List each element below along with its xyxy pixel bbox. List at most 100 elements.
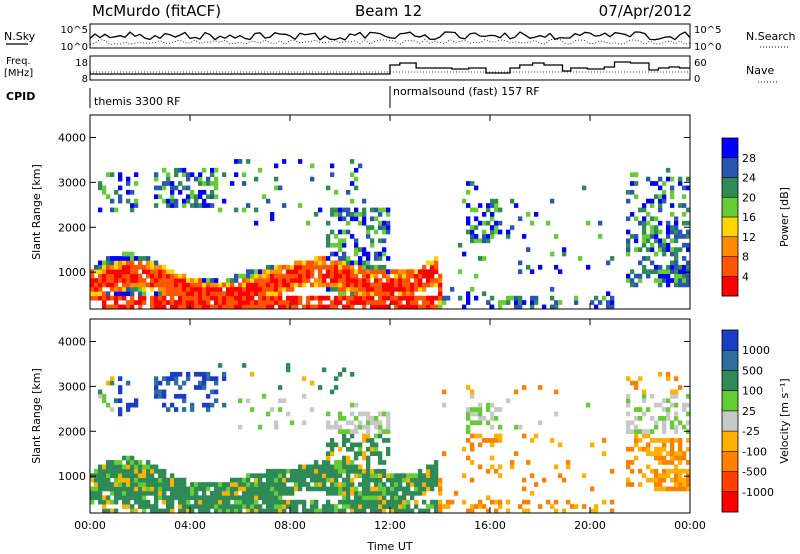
data-cell [450,499,455,505]
data-cell [626,198,631,204]
colorbar-segment [722,236,738,257]
data-cell [130,264,135,270]
data-cell [218,304,223,310]
data-cell [130,477,135,483]
data-cell [198,495,203,501]
data-cell [354,504,359,509]
data-cell [650,198,655,204]
data-cell [246,482,251,487]
data-cell [154,194,159,200]
data-cell [686,260,691,266]
data-cell [634,407,639,412]
data-cell [346,264,351,270]
data-cell [142,264,147,270]
data-cell [670,393,675,399]
data-cell [102,300,107,305]
data-cell [302,464,307,470]
data-cell [242,504,247,509]
data-cell [118,460,123,465]
data-cell [642,203,647,208]
data-cell [202,282,207,288]
data-cell [362,260,367,266]
data-cell [602,499,607,505]
data-cell [134,490,139,496]
data-cell [430,264,435,270]
data-cell [654,181,659,186]
data-cell [526,508,531,514]
data-cell [386,282,391,288]
data-cell [638,220,643,226]
data-cell [106,304,111,310]
data-cell [130,464,135,470]
data-cell [338,269,343,275]
data-cell [110,460,115,465]
data-cell [338,300,343,305]
data-cell [422,508,427,514]
data-cell [106,264,111,270]
data-cell [466,455,471,461]
data-cell [354,295,359,301]
colorbar-segment [722,370,738,391]
data-cell [370,286,375,292]
data-cell [166,291,171,297]
data-cell [438,295,443,301]
data-cell [626,411,631,417]
data-cell [282,486,287,492]
data-cell [390,495,395,501]
data-cell [678,385,683,390]
data-cell [430,499,435,505]
data-cell [342,282,347,288]
data-cell [290,264,295,270]
data-cell [526,264,531,270]
data-cell [210,389,215,395]
data-cell [266,264,271,270]
data-cell [474,295,479,301]
data-cell [162,304,167,310]
data-cell [330,264,335,270]
colorbar-tick-label: 28 [742,152,756,165]
colorbar-label: Power [dB] [778,187,791,247]
data-cell [410,286,415,292]
data-cell [558,300,563,305]
data-cell [682,203,687,208]
data-cell [266,291,271,297]
data-cell [194,278,199,283]
data-cell [534,433,539,439]
data-cell [682,407,687,412]
data-cell [674,256,679,261]
data-cell [466,407,471,412]
data-cell [362,300,367,305]
data-cell [414,278,419,283]
data-cell [654,251,659,257]
data-cell [162,495,167,501]
data-cell [190,278,195,283]
data-cell [322,295,327,301]
data-cell [414,499,419,505]
data-cell [158,273,163,279]
data-cell [374,473,379,479]
data-cell [278,495,283,501]
data-cell [342,367,347,373]
data-cell [478,402,483,408]
data-cell [550,504,555,509]
data-cell [342,499,347,505]
data-cell [134,269,139,275]
data-cell [566,464,571,470]
data-cell [646,451,651,456]
data-cell [394,269,399,275]
data-cell [346,468,351,474]
data-cell [242,172,247,178]
data-cell [374,495,379,501]
data-cell [294,477,299,483]
data-cell [142,495,147,501]
data-cell [214,495,219,501]
data-cell [662,194,667,200]
data-cell [686,242,691,248]
data-cell [106,260,111,266]
data-cell [398,282,403,288]
data-cell [118,389,123,395]
data-cell [174,278,179,283]
data-cell [166,273,171,279]
data-cell [646,442,651,448]
data-cell [514,424,519,430]
